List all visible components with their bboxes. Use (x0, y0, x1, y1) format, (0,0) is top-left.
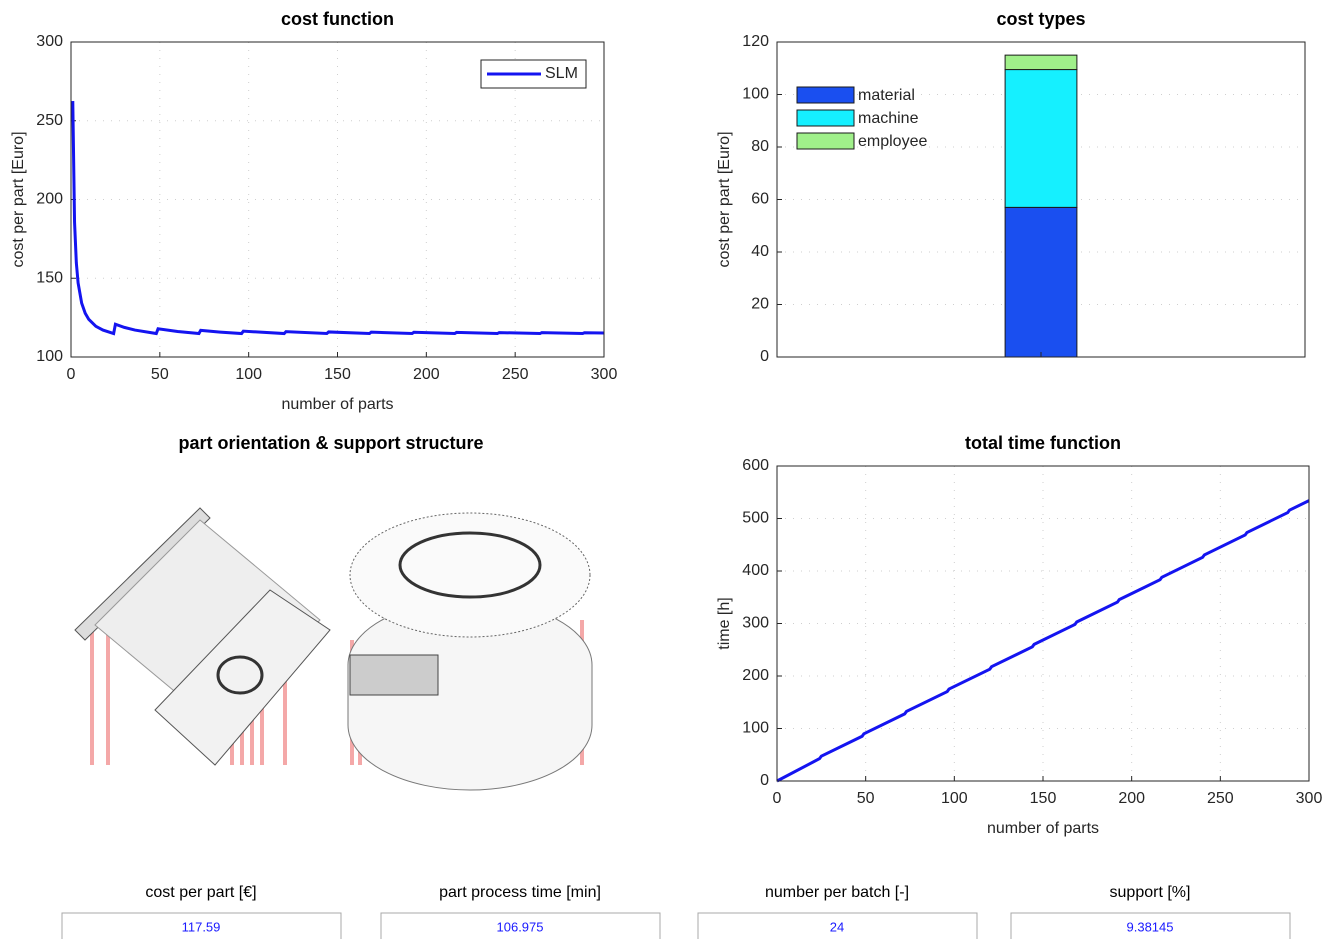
app-window: part orientation & support structure cos… (0, 0, 1338, 939)
field-label: part process time [min] (439, 884, 601, 901)
y-tick-label: 200 (742, 667, 769, 684)
x-tick-label: 100 (941, 790, 968, 807)
field-label: cost per part [€] (145, 884, 256, 901)
legend-label: employee (858, 133, 927, 150)
y-tick-label: 60 (751, 191, 769, 208)
plot-area (71, 42, 604, 357)
legend-swatch (797, 110, 854, 126)
bar-segment (1005, 207, 1077, 357)
x-tick-label: 200 (413, 366, 440, 383)
field-value: 117.59 (182, 919, 221, 934)
legend-label: material (858, 87, 915, 104)
y-tick-label: 100 (742, 86, 769, 103)
legend-swatch (797, 87, 854, 103)
y-tick-label: 400 (742, 562, 769, 579)
x-tick-label: 0 (67, 366, 76, 383)
x-tick-label: 300 (591, 366, 618, 383)
x-tick-label: 250 (1207, 790, 1234, 807)
bar-segment (1005, 55, 1077, 69)
field-label: support [%] (1110, 884, 1191, 901)
y-tick-label: 250 (36, 112, 63, 129)
x-axis-label: number of parts (281, 396, 393, 413)
field-value: 9.38145 (1127, 919, 1174, 934)
x-tick-label: 200 (1118, 790, 1145, 807)
gear-block (350, 655, 438, 695)
field-value: 24 (830, 919, 844, 934)
y-tick-label: 20 (751, 296, 769, 313)
y-axis-label: time [h] (716, 597, 733, 649)
bar-segment (1005, 70, 1077, 208)
x-tick-label: 250 (502, 366, 529, 383)
legend-swatch (797, 133, 854, 149)
legend-label: machine (858, 110, 919, 127)
y-tick-label: 100 (742, 720, 769, 737)
x-tick-label: 300 (1296, 790, 1323, 807)
x-axis-label: number of parts (987, 820, 1099, 837)
plot-area (777, 466, 1309, 781)
y-tick-label: 100 (36, 348, 63, 365)
x-tick-label: 50 (151, 366, 169, 383)
legend-label: SLM (545, 65, 578, 82)
chart-title: cost function (281, 9, 394, 29)
image-title: part orientation & support structure (178, 433, 483, 453)
y-axis-label: cost per part [Euro] (716, 131, 733, 267)
y-tick-label: 200 (36, 191, 63, 208)
field-value: 106.975 (497, 919, 544, 934)
x-tick-label: 150 (324, 366, 351, 383)
y-tick-label: 120 (742, 33, 769, 50)
y-tick-label: 0 (760, 348, 769, 365)
y-tick-label: 600 (742, 457, 769, 474)
y-tick-label: 150 (36, 269, 63, 286)
x-tick-label: 0 (773, 790, 782, 807)
chart-title: total time function (965, 433, 1121, 453)
y-tick-label: 0 (760, 772, 769, 789)
y-tick-label: 300 (36, 33, 63, 50)
y-tick-label: 80 (751, 138, 769, 155)
x-tick-label: 150 (1030, 790, 1057, 807)
chart-title: cost types (996, 9, 1085, 29)
y-tick-label: 40 (751, 243, 769, 260)
y-tick-label: 500 (742, 510, 769, 527)
x-tick-label: 100 (235, 366, 262, 383)
field-label: number per batch [-] (765, 884, 909, 901)
x-tick-label: 50 (857, 790, 875, 807)
y-axis-label: cost per part [Euro] (10, 131, 27, 267)
y-tick-label: 300 (742, 615, 769, 632)
